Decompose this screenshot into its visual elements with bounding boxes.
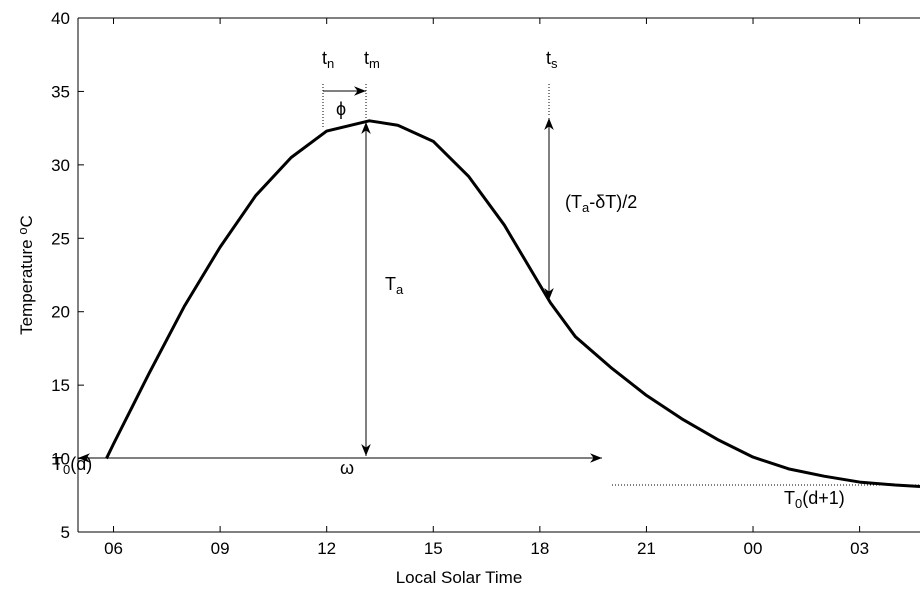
annotation-part: T — [784, 488, 795, 508]
y-axis-label-part: o — [15, 227, 30, 234]
annotation-part: t — [322, 48, 327, 68]
y-tick-label: 30 — [51, 156, 70, 175]
annotation-part: ω — [340, 458, 354, 478]
y-tick-label: 5 — [61, 523, 70, 542]
y-tick-label: 25 — [51, 229, 70, 248]
x-tick-label: 06 — [104, 539, 123, 558]
annotation-part: ϕ — [336, 99, 346, 119]
annotation-part: 0 — [795, 496, 802, 511]
annotation: ts — [546, 48, 558, 71]
x-tick-label: 09 — [211, 539, 230, 558]
y-tick-label: 15 — [51, 376, 70, 395]
x-tick-label: 21 — [637, 539, 656, 558]
annotation: Ta — [385, 274, 404, 297]
y-axis-label-part: C — [17, 215, 36, 227]
annotation-part: (T — [565, 192, 582, 212]
annotation: T0(d) — [52, 454, 92, 477]
y-tick-label: 35 — [51, 82, 70, 101]
annotation: ϕ — [336, 99, 346, 119]
temperature-line — [105, 119, 920, 488]
x-tick-label: 00 — [744, 539, 763, 558]
y-tick-label: 40 — [51, 9, 70, 28]
annotation: tn — [322, 48, 334, 71]
x-tick-label: 12 — [317, 539, 336, 558]
annotation-lines — [78, 84, 919, 486]
annotation-part: (d) — [70, 454, 92, 474]
annotation-part: 0 — [63, 462, 70, 477]
annotation: ω — [340, 458, 354, 478]
x-tick-label: 15 — [424, 539, 443, 558]
x-tick-label: 18 — [530, 539, 549, 558]
annotation: (Ta-δT)/2 — [565, 192, 637, 215]
annotation-part: n — [327, 56, 334, 71]
annotation-part: a — [396, 282, 404, 297]
annotation-part: m — [369, 56, 380, 71]
y-axis-label-part: Temperature — [17, 235, 36, 335]
x-tick-label: 03 — [850, 539, 869, 558]
x-axis-label: Local Solar Time — [396, 568, 523, 587]
annotation-part: a — [582, 200, 590, 215]
annotation-part: t — [546, 48, 551, 68]
annotation-part: T — [385, 274, 396, 294]
axes-frame — [77, 17, 920, 533]
annotation: tm — [364, 48, 380, 71]
annotation-part: (d+1) — [802, 488, 845, 508]
annotation-part: -δT)/2 — [589, 192, 637, 212]
annotation: T0(d+1) — [784, 488, 845, 511]
annotation-part: s — [551, 56, 558, 71]
y-axis-label: Temperature oC — [15, 215, 36, 335]
y-tick-label: 20 — [51, 303, 70, 322]
y-tick-label: 10 — [51, 450, 70, 469]
annotation-part: t — [364, 48, 369, 68]
annotation-part: T — [52, 454, 63, 474]
